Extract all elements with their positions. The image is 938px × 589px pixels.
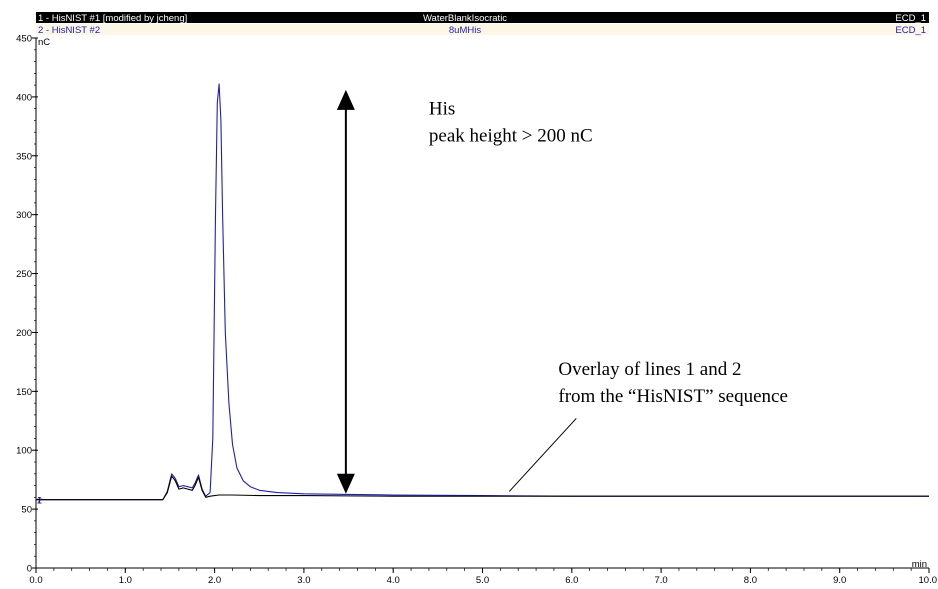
- y-tick-label: 300: [16, 210, 32, 221]
- annotation-layer: His peak height > 200 nC Overlay of lines …: [336, 89, 788, 494]
- x-tick-label: 6.0: [565, 575, 578, 586]
- peak-height-arrow-head-up: [336, 89, 355, 110]
- header-trace1-sample: WaterBlankIsocratic: [423, 13, 507, 24]
- series-line-1: [36, 475, 929, 501]
- y-tick-label: 100: [16, 446, 32, 457]
- trace-header: 1 - HisNIST #1 [modified by jcheng] Wate…: [36, 12, 929, 36]
- header-trace2-channel: ECD_1: [895, 25, 926, 36]
- annotation-text-2: peak height > 200 nC: [429, 126, 593, 147]
- y-tick-label: 50: [21, 505, 32, 516]
- peak-height-arrow-head-down: [336, 473, 355, 494]
- series-marker-1: 1: [37, 496, 42, 506]
- series-layer: [36, 83, 929, 501]
- header-trace2-name: 2 - HisNIST #2: [38, 25, 100, 36]
- y-tick-label: 0: [27, 564, 32, 575]
- header-row-2-bg: [36, 24, 929, 35]
- axes-layer: 0 50 100 150 200 250 300 350 400 450 0.0 1.0 2.0 3.0 4…: [16, 34, 937, 587]
- x-tick-label: 5.0: [476, 575, 489, 586]
- x-tick-label: 7.0: [654, 575, 667, 586]
- y-tick-label: 350: [16, 151, 32, 162]
- x-tick-label: 1.0: [119, 575, 132, 586]
- series-marker-2: 2: [37, 496, 42, 506]
- y-tick-label: 400: [16, 92, 32, 103]
- x-tick-label: 0.0: [29, 575, 42, 586]
- header-trace2-sample: 8uMHis: [449, 25, 481, 36]
- annotation-text-3: Overlay of lines 1 and 2: [558, 359, 741, 380]
- overlay-leader-line: [508, 418, 577, 492]
- header-trace1-channel: ECD_1: [895, 13, 926, 24]
- annotation-text-1: His: [429, 99, 455, 120]
- y-tick-label: 150: [16, 387, 32, 398]
- x-tick-label: 4.0: [387, 575, 400, 586]
- x-tick-label: 3.0: [297, 575, 310, 586]
- x-tick-label: 2.0: [208, 575, 221, 586]
- y-tick-label: 450: [16, 34, 32, 45]
- x-tick-label: 8.0: [744, 575, 757, 586]
- header-row-1-bg: [36, 12, 929, 23]
- y-axis-unit-label: nC: [38, 37, 50, 48]
- series-line-2: [36, 83, 929, 501]
- x-tick-label: 9.0: [833, 575, 846, 586]
- y-tick-label: 200: [16, 328, 32, 339]
- header-trace1-name: 1 - HisNIST #1 [modified by jcheng]: [38, 13, 187, 24]
- annotation-text-4: from the “HisNIST” sequence: [558, 386, 788, 407]
- y-tick-label: 250: [16, 269, 32, 280]
- x-tick-label: 10.0: [919, 575, 938, 586]
- series-marker-layer: 12: [37, 496, 42, 506]
- x-axis-unit-label: min: [912, 559, 927, 570]
